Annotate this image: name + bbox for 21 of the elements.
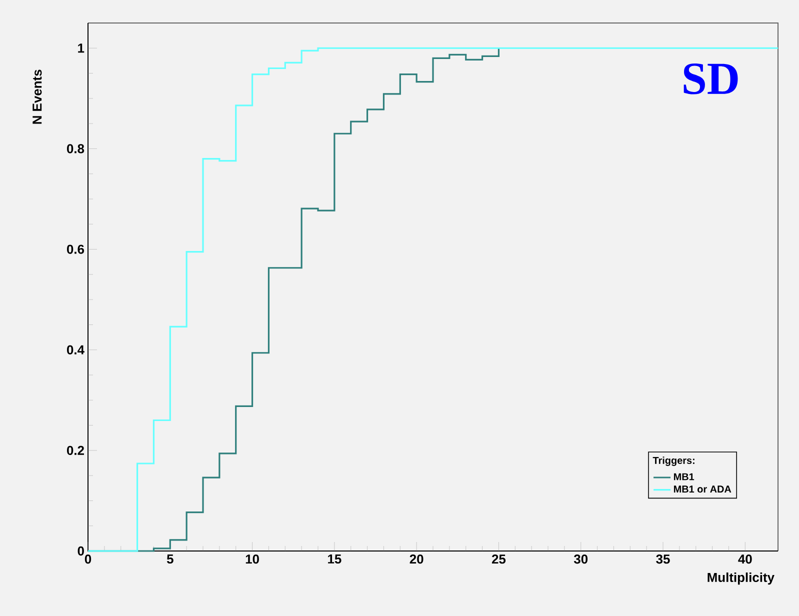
- legend-label: MB1 or ADA: [674, 486, 732, 493]
- annotation: SD: [684, 63, 738, 94]
- x-tick-label: 40: [738, 554, 752, 564]
- x-axis-title: Multiplicity: [708, 572, 774, 585]
- x-tick-label: 20: [410, 554, 424, 564]
- y-tick-label: 0.4: [66, 345, 84, 354]
- x-tick-label: 15: [328, 554, 342, 564]
- y-tick-label: 0: [78, 546, 84, 556]
- x-tick-label: 25: [492, 554, 506, 564]
- x-tick-label: 30: [574, 554, 588, 564]
- x-tick-label: 0: [84, 554, 92, 564]
- legend-label: MB1: [674, 473, 694, 480]
- y-tick-label: 0.8: [66, 144, 84, 154]
- y-tick-label: 0.6: [66, 244, 84, 254]
- x-tick-label: 5: [166, 554, 174, 564]
- x-tick-label: 35: [656, 554, 670, 564]
- y-tick-label: 0.2: [66, 446, 84, 456]
- y-tick-label: 1: [78, 44, 84, 53]
- x-tick-label: 10: [246, 554, 259, 564]
- legend-title: Triggers:: [652, 456, 694, 466]
- y-axis-title: N Events: [32, 70, 42, 124]
